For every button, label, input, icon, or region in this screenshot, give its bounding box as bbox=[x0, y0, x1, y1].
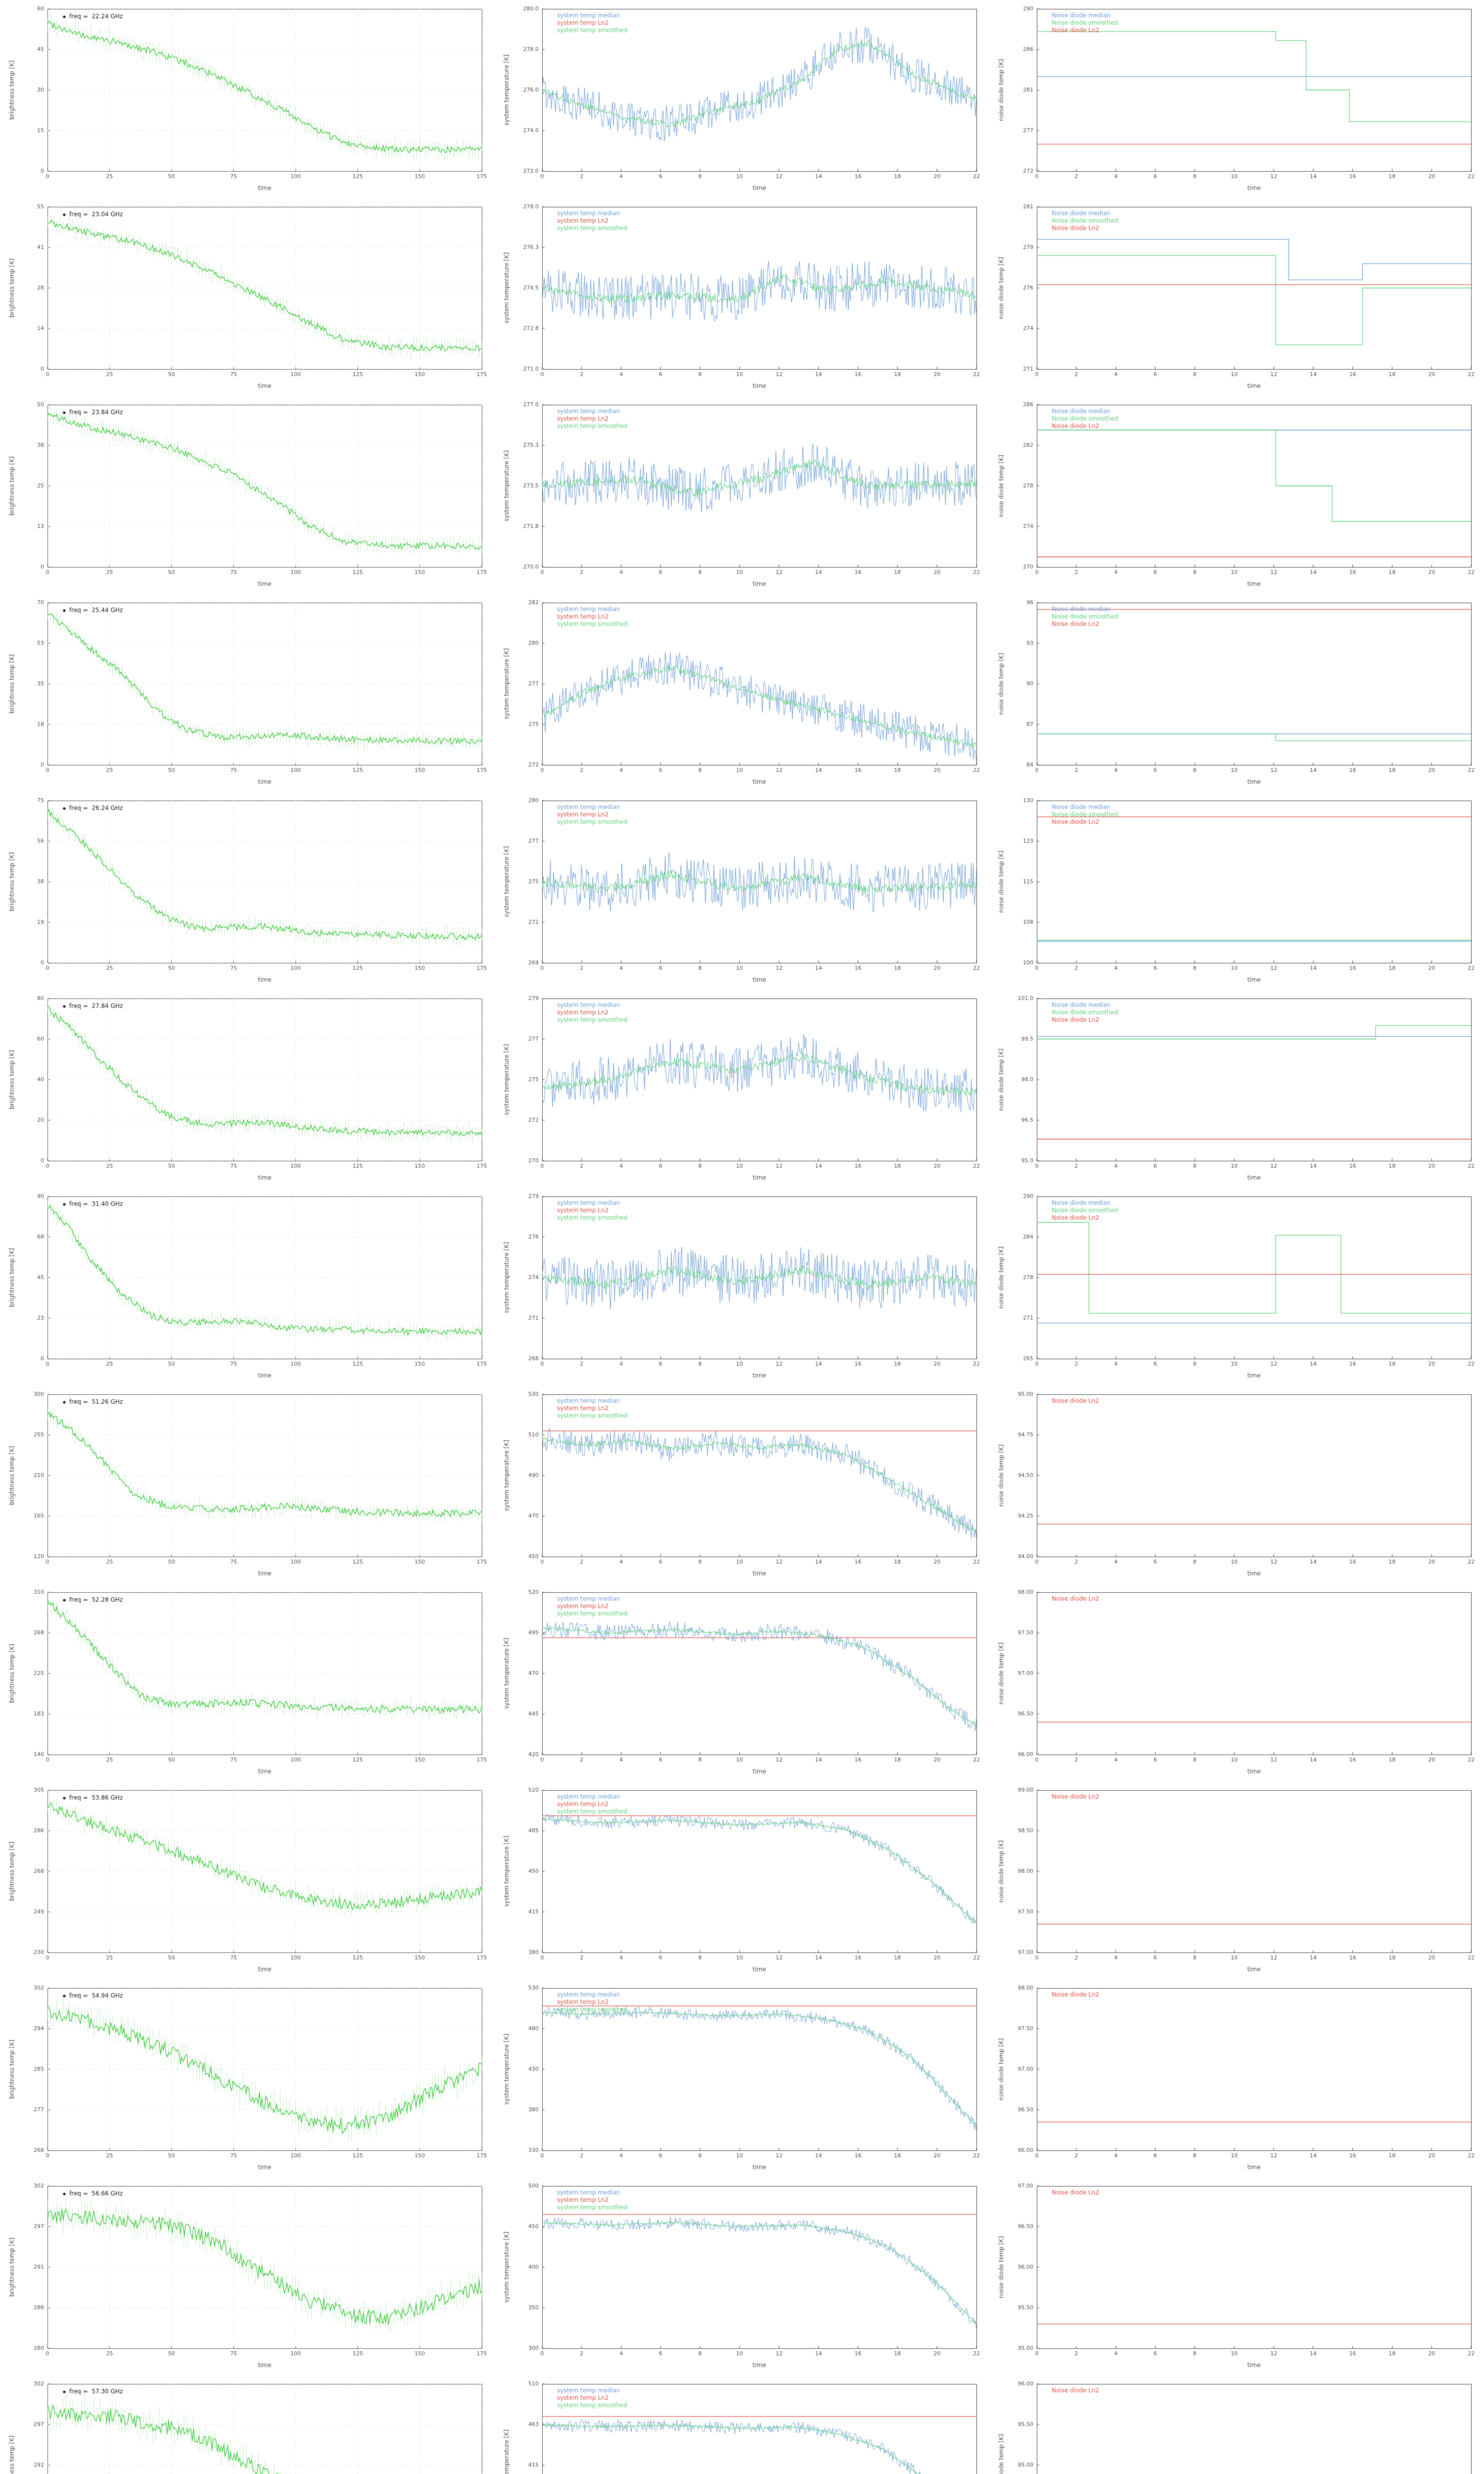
chart-cell-row12-skydip bbox=[0, 2177, 495, 2375]
noise-diode-chart-row6 bbox=[994, 992, 1479, 1186]
chart-cell-row1-systemp bbox=[495, 0, 989, 198]
skydip-chart-row8 bbox=[5, 1387, 490, 1581]
skydip-chart-row4 bbox=[5, 596, 490, 790]
skydip-chart-row3 bbox=[5, 398, 490, 592]
noise-diode-chart-row2 bbox=[994, 200, 1479, 394]
noise-diode-chart-row3 bbox=[994, 398, 1479, 592]
chart-cell-row13-systemp bbox=[495, 2375, 989, 2474]
noise-diode-chart-row1 bbox=[994, 2, 1479, 196]
chart-cell-row3-skydip bbox=[0, 396, 495, 594]
system-temp-chart-row8 bbox=[500, 1387, 984, 1581]
noise-diode-chart-row4 bbox=[994, 596, 1479, 790]
chart-cell-row1-skydip bbox=[0, 0, 495, 198]
chart-cell-row12-systemp bbox=[495, 2177, 989, 2375]
chart-cell-row13-diode bbox=[989, 2375, 1484, 2474]
chart-cell-row5-diode bbox=[989, 792, 1484, 990]
chart-cell-row11-skydip bbox=[0, 1979, 495, 2177]
chart-cell-row13-skydip bbox=[0, 2375, 495, 2474]
chart-cell-row10-diode bbox=[989, 1781, 1484, 1979]
chart-cell-row7-systemp bbox=[495, 1188, 989, 1385]
chart-cell-row11-systemp bbox=[495, 1979, 989, 2177]
chart-cell-row4-systemp bbox=[495, 594, 989, 792]
chart-cell-row9-systemp bbox=[495, 1583, 989, 1781]
skydip-chart-row9 bbox=[5, 1585, 490, 1779]
chart-cell-row10-skydip bbox=[0, 1781, 495, 1979]
chart-cell-row6-skydip bbox=[0, 990, 495, 1188]
chart-cell-row8-skydip bbox=[0, 1385, 495, 1583]
noise-diode-chart-row13 bbox=[994, 2377, 1479, 2474]
chart-cell-row11-diode bbox=[989, 1979, 1484, 2177]
system-temp-chart-row12 bbox=[500, 2179, 984, 2373]
system-temp-chart-row5 bbox=[500, 794, 984, 988]
system-temp-chart-row10 bbox=[500, 1783, 984, 1977]
skydip-chart-row1 bbox=[5, 2, 490, 196]
chart-cell-row4-skydip bbox=[0, 594, 495, 792]
system-temp-chart-row3 bbox=[500, 398, 984, 592]
skydip-chart-row7 bbox=[5, 1189, 490, 1383]
chart-cell-row8-diode bbox=[989, 1385, 1484, 1583]
chart-cell-row7-diode bbox=[989, 1188, 1484, 1385]
chart-cell-row2-skydip bbox=[0, 198, 495, 396]
chart-cell-row10-systemp bbox=[495, 1781, 989, 1979]
chart-cell-row2-diode bbox=[989, 198, 1484, 396]
skydip-chart-row5 bbox=[5, 794, 490, 988]
system-temp-chart-row13 bbox=[500, 2377, 984, 2474]
skydip-chart-row2 bbox=[5, 200, 490, 394]
chart-cell-row9-skydip bbox=[0, 1583, 495, 1781]
chart-cell-row3-systemp bbox=[495, 396, 989, 594]
chart-cell-row1-diode bbox=[989, 0, 1484, 198]
skydip-chart-row12 bbox=[5, 2179, 490, 2373]
chart-cell-row5-systemp bbox=[495, 792, 989, 990]
system-temp-chart-row9 bbox=[500, 1585, 984, 1779]
skydip-chart-row6 bbox=[5, 992, 490, 1186]
system-temp-chart-row4 bbox=[500, 596, 984, 790]
skydip-chart-row11 bbox=[5, 1981, 490, 2175]
system-temp-chart-row6 bbox=[500, 992, 984, 1186]
chart-cell-row2-systemp bbox=[495, 198, 989, 396]
chart-cell-row6-diode bbox=[989, 990, 1484, 1188]
noise-diode-chart-row7 bbox=[994, 1189, 1479, 1383]
noise-diode-chart-row11 bbox=[994, 1981, 1479, 2175]
system-temp-chart-row7 bbox=[500, 1189, 984, 1383]
skydip-chart-row10 bbox=[5, 1783, 490, 1977]
system-temp-chart-row2 bbox=[500, 200, 984, 394]
noise-diode-chart-row9 bbox=[994, 1585, 1479, 1779]
chart-cell-row7-skydip bbox=[0, 1188, 495, 1385]
chart-cell-row9-diode bbox=[989, 1583, 1484, 1781]
skydip-chart-row13 bbox=[5, 2377, 490, 2474]
noise-diode-chart-row10 bbox=[994, 1783, 1479, 1977]
noise-diode-chart-row8 bbox=[994, 1387, 1479, 1581]
system-temp-chart-row1 bbox=[500, 2, 984, 196]
noise-diode-chart-row12 bbox=[994, 2179, 1479, 2373]
system-temp-chart-row11 bbox=[500, 1981, 984, 2175]
chart-cell-row4-diode bbox=[989, 594, 1484, 792]
chart-cell-row6-systemp bbox=[495, 990, 989, 1188]
noise-diode-chart-row5 bbox=[994, 794, 1479, 988]
chart-cell-row8-systemp bbox=[495, 1385, 989, 1583]
chart-cell-row12-diode bbox=[989, 2177, 1484, 2375]
chart-cell-row5-skydip bbox=[0, 792, 495, 990]
chart-cell-row3-diode bbox=[989, 396, 1484, 594]
